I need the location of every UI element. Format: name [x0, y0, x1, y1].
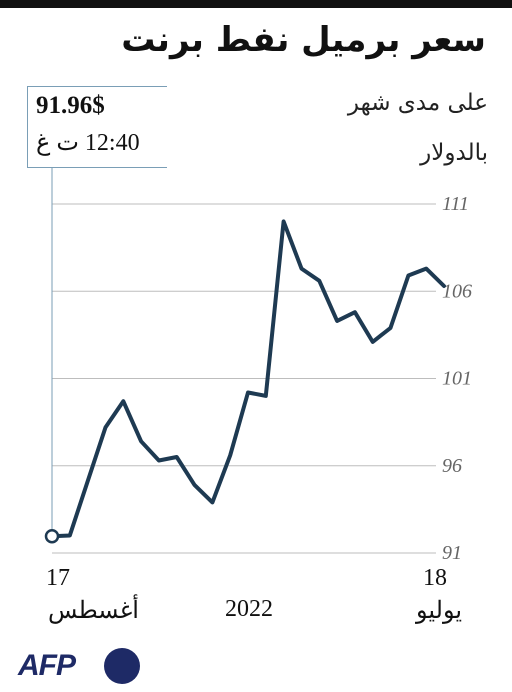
y-tick-labels: 91 96 101 106 111 — [442, 193, 472, 564]
x-label-end-month: يوليو — [416, 598, 463, 624]
latest-value-marker — [44, 528, 60, 544]
y-tick-label-101: 101 — [442, 368, 472, 390]
y-tick-label-111: 111 — [442, 193, 469, 215]
x-label-start-month: أغسطس — [48, 598, 139, 624]
afp-logo-dot — [104, 648, 140, 684]
callout-value: 91.96$ — [36, 92, 105, 119]
y-tick-label-96: 96 — [442, 455, 462, 477]
x-label-start-day: 17 — [46, 565, 70, 591]
y-tick-label-106: 106 — [442, 280, 472, 302]
x-label-end-day: 18 — [423, 565, 447, 591]
chart-subtitle-unit: بالدولار — [420, 140, 488, 166]
callout-time: 12:40 ت غ — [36, 130, 140, 156]
afp-logo: AFP — [18, 648, 140, 684]
chart-title: سعر برميل نفط برنت — [121, 20, 486, 60]
y-tick-label-91: 91 — [442, 542, 462, 564]
gridlines — [52, 203, 436, 554]
chart-subtitle-period: على مدى شهر — [347, 90, 488, 116]
x-label-year: 2022 — [225, 596, 273, 622]
series-line-brent — [50, 219, 446, 539]
afp-logo-text: AFP — [18, 649, 76, 682]
callout-box — [27, 86, 167, 168]
top-bar — [0, 0, 512, 8]
